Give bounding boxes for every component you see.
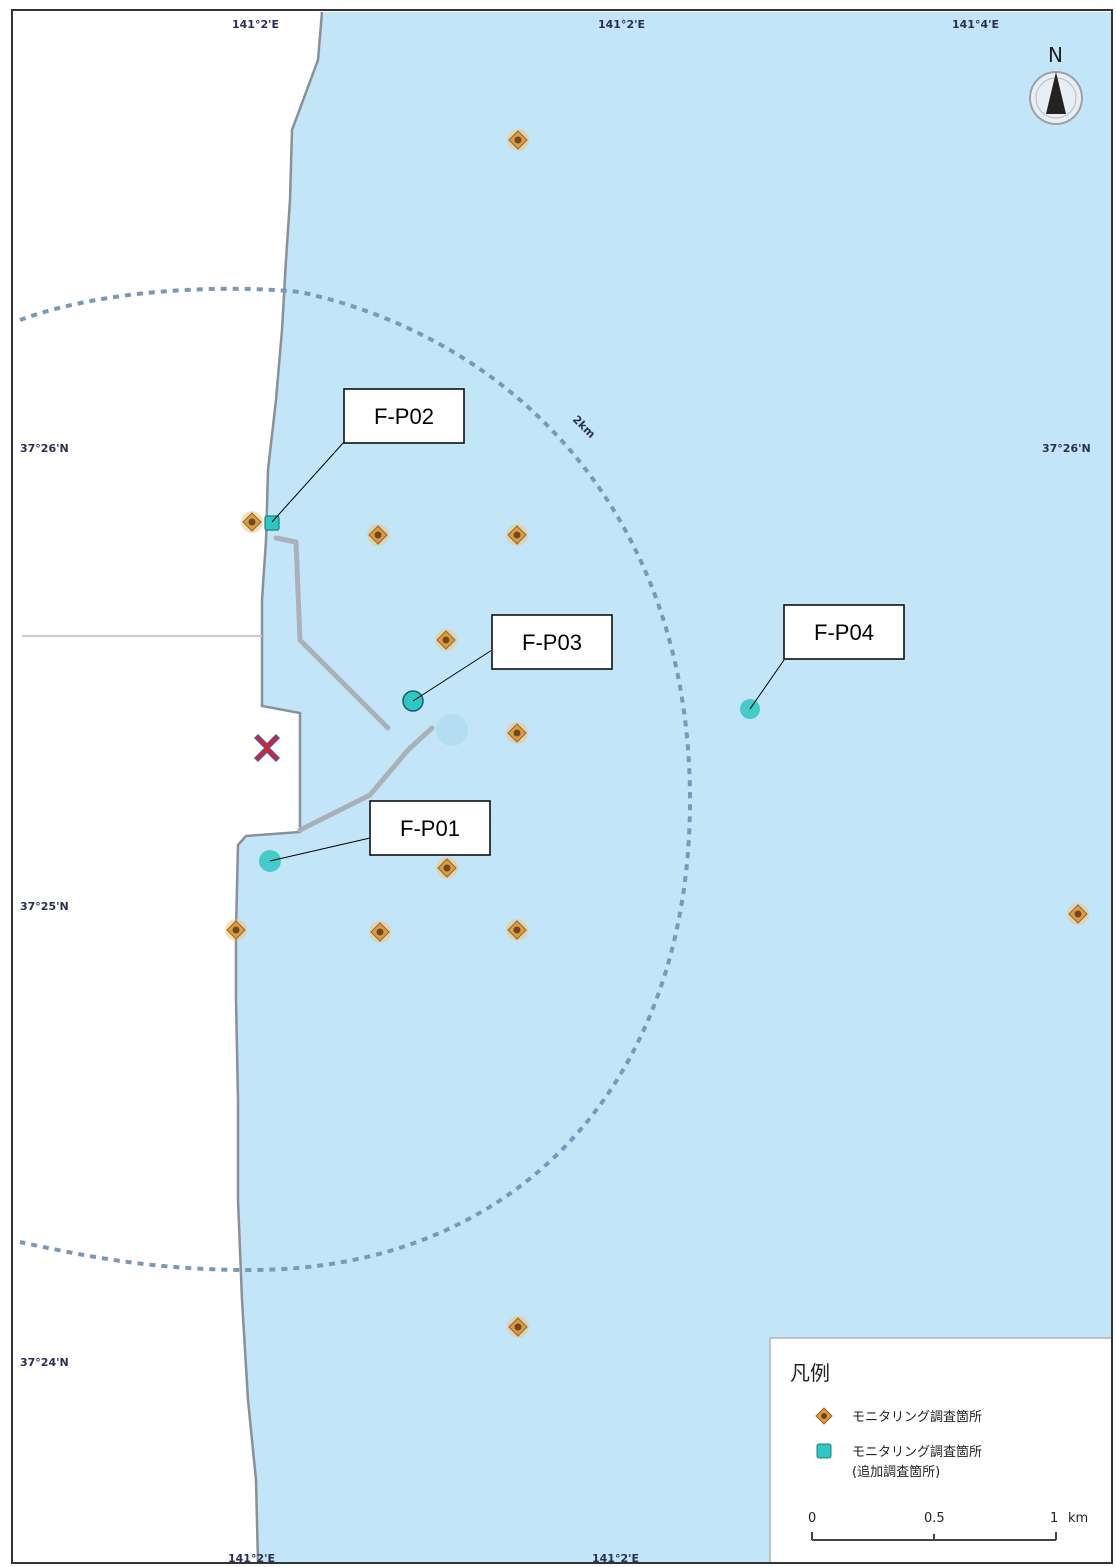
bottom-coord-2: 141°2'E xyxy=(592,1552,639,1565)
orange-point-icon[interactable] xyxy=(241,511,263,533)
teal-point-icon xyxy=(816,1443,832,1459)
breakwater-north xyxy=(273,535,391,731)
outfall-area xyxy=(436,714,468,746)
breakwater-south xyxy=(297,725,435,833)
red-x-icon xyxy=(253,733,281,763)
callout-fp04: F-P04 xyxy=(783,604,905,660)
callout-label: F-P03 xyxy=(522,630,582,655)
legend-title: 凡例 xyxy=(790,1361,830,1385)
top-coord-1: 141°2'E xyxy=(232,18,279,31)
orange-point-icon[interactable] xyxy=(369,921,391,943)
orange-points xyxy=(225,129,1089,1338)
callout-fp02: F-P02 xyxy=(343,388,465,444)
orange-point-icon[interactable] xyxy=(225,919,247,941)
distance-arc xyxy=(19,286,693,1273)
orange-point-icon[interactable] xyxy=(506,722,528,744)
sea-area xyxy=(236,12,1112,1563)
orange-point-icon[interactable] xyxy=(507,129,529,151)
callout-leader-fp01 xyxy=(269,837,371,862)
orange-point-icon[interactable] xyxy=(436,857,458,879)
orange-point-icon xyxy=(815,1407,833,1425)
callout-label: F-P04 xyxy=(814,620,874,645)
orange-point-icon[interactable] xyxy=(435,629,457,651)
orange-point-icon[interactable] xyxy=(507,1316,529,1338)
legend: 凡例 モニタリング調査箇所 モニタリング調査箇所 (追加調査箇所) 0 0.5 … xyxy=(769,1337,1113,1564)
left-coord-2: 37°25'N xyxy=(20,900,69,913)
callout-fp01: F-P01 xyxy=(369,800,491,856)
orange-point-icon[interactable] xyxy=(506,919,528,941)
left-coord-3: 37°24'N xyxy=(20,1356,69,1369)
callout-label: F-P01 xyxy=(400,816,460,841)
scale-bar: 0 0.5 1 km xyxy=(808,1511,1088,1541)
scale-unit: km xyxy=(1068,1511,1088,1526)
legend-item-sublabel: (追加調査箇所) xyxy=(852,1464,940,1480)
teal-point-icon[interactable] xyxy=(264,515,280,531)
top-coord-3: 141°4'E xyxy=(952,18,999,31)
right-coord-1: 37°26'N xyxy=(1042,442,1091,455)
scale-tick-half: 0.5 xyxy=(924,1511,945,1526)
bottom-coord-1: 141°2'E xyxy=(228,1552,275,1565)
scale-tick-0: 0 xyxy=(808,1511,816,1526)
legend-item-label: モニタリング調査箇所 xyxy=(852,1444,982,1460)
map-frame xyxy=(11,9,1113,1564)
callout-leader-fp04 xyxy=(749,659,785,710)
scale-tick-1: 1 xyxy=(1050,1511,1058,1526)
orange-point-icon[interactable] xyxy=(1067,903,1089,925)
top-coord-2: 141°2'E xyxy=(598,18,645,31)
north-arrow-icon: N xyxy=(1029,43,1083,125)
left-coord-1: 37°26'N xyxy=(20,442,69,455)
callout-fp03: F-P03 xyxy=(491,614,613,670)
north-label: N xyxy=(1048,43,1063,67)
orange-point-icon[interactable] xyxy=(367,524,389,546)
callout-leader-fp03 xyxy=(412,649,493,702)
orange-point-icon[interactable] xyxy=(506,524,528,546)
coastline xyxy=(234,11,324,1564)
callout-label: F-P02 xyxy=(374,404,434,429)
callout-leader-fp02 xyxy=(271,441,345,523)
legend-item-label: モニタリング調査箇所 xyxy=(852,1409,982,1425)
